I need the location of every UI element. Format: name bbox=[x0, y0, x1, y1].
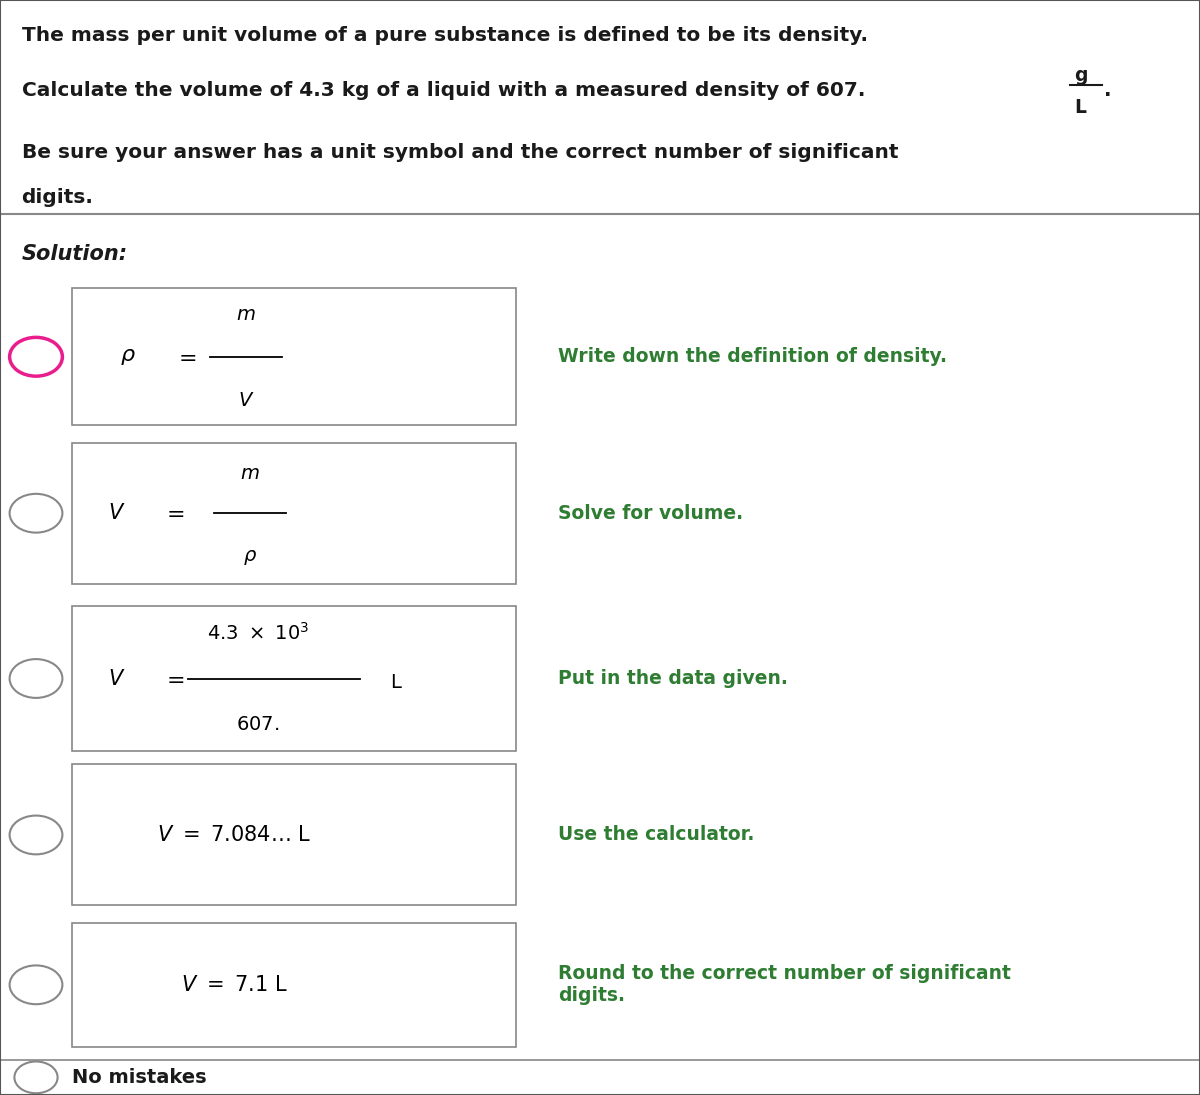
Text: Be sure your answer has a unit symbol and the correct number of significant: Be sure your answer has a unit symbol an… bbox=[22, 143, 898, 162]
Text: $\mathrm{L}$: $\mathrm{L}$ bbox=[390, 673, 403, 692]
Circle shape bbox=[10, 337, 62, 377]
Text: $4.3\ \times\ 10^{3}$: $4.3\ \times\ 10^{3}$ bbox=[206, 622, 310, 644]
Text: Write down the definition of density.: Write down the definition of density. bbox=[558, 347, 947, 366]
Circle shape bbox=[10, 966, 62, 1004]
Text: $m$: $m$ bbox=[240, 464, 259, 483]
Circle shape bbox=[10, 659, 62, 698]
FancyBboxPatch shape bbox=[72, 764, 516, 906]
FancyBboxPatch shape bbox=[72, 923, 516, 1047]
Circle shape bbox=[10, 494, 62, 532]
Circle shape bbox=[10, 816, 62, 854]
Text: $\rho$: $\rho$ bbox=[242, 548, 257, 567]
FancyBboxPatch shape bbox=[72, 288, 516, 425]
Text: Use the calculator.: Use the calculator. bbox=[558, 826, 755, 844]
Text: $V$: $V$ bbox=[238, 391, 254, 411]
Text: .: . bbox=[1104, 81, 1111, 100]
Text: Calculate the volume of 4.3 kg of a liquid with a measured density of 607.: Calculate the volume of 4.3 kg of a liqu… bbox=[22, 81, 865, 100]
Circle shape bbox=[14, 1061, 58, 1093]
Text: Round to the correct number of significant
digits.: Round to the correct number of significa… bbox=[558, 965, 1010, 1005]
Text: g: g bbox=[1074, 66, 1087, 85]
Text: $=$: $=$ bbox=[174, 347, 197, 367]
Text: Solution:: Solution: bbox=[22, 244, 127, 264]
Text: $=$: $=$ bbox=[162, 504, 185, 523]
Text: L: L bbox=[1074, 99, 1086, 117]
Text: The mass per unit volume of a pure substance is defined to be its density.: The mass per unit volume of a pure subst… bbox=[22, 25, 868, 45]
Text: digits.: digits. bbox=[22, 188, 94, 207]
Text: $V\ =\ 7.084\ldots\ \mathrm{L}$: $V\ =\ 7.084\ldots\ \mathrm{L}$ bbox=[157, 825, 311, 845]
Text: $V$: $V$ bbox=[108, 669, 126, 689]
Text: $=$: $=$ bbox=[162, 669, 185, 689]
Text: No mistakes: No mistakes bbox=[72, 1068, 206, 1087]
Text: $\rho$: $\rho$ bbox=[120, 347, 136, 367]
Text: $V$: $V$ bbox=[108, 504, 126, 523]
Text: Solve for volume.: Solve for volume. bbox=[558, 504, 743, 522]
Text: $607.$: $607.$ bbox=[236, 715, 280, 734]
Text: $m$: $m$ bbox=[236, 304, 256, 324]
Text: $V\ =\ 7.1\ \mathrm{L}$: $V\ =\ 7.1\ \mathrm{L}$ bbox=[180, 975, 288, 995]
FancyBboxPatch shape bbox=[72, 606, 516, 751]
Text: Put in the data given.: Put in the data given. bbox=[558, 669, 788, 688]
FancyBboxPatch shape bbox=[72, 442, 516, 584]
